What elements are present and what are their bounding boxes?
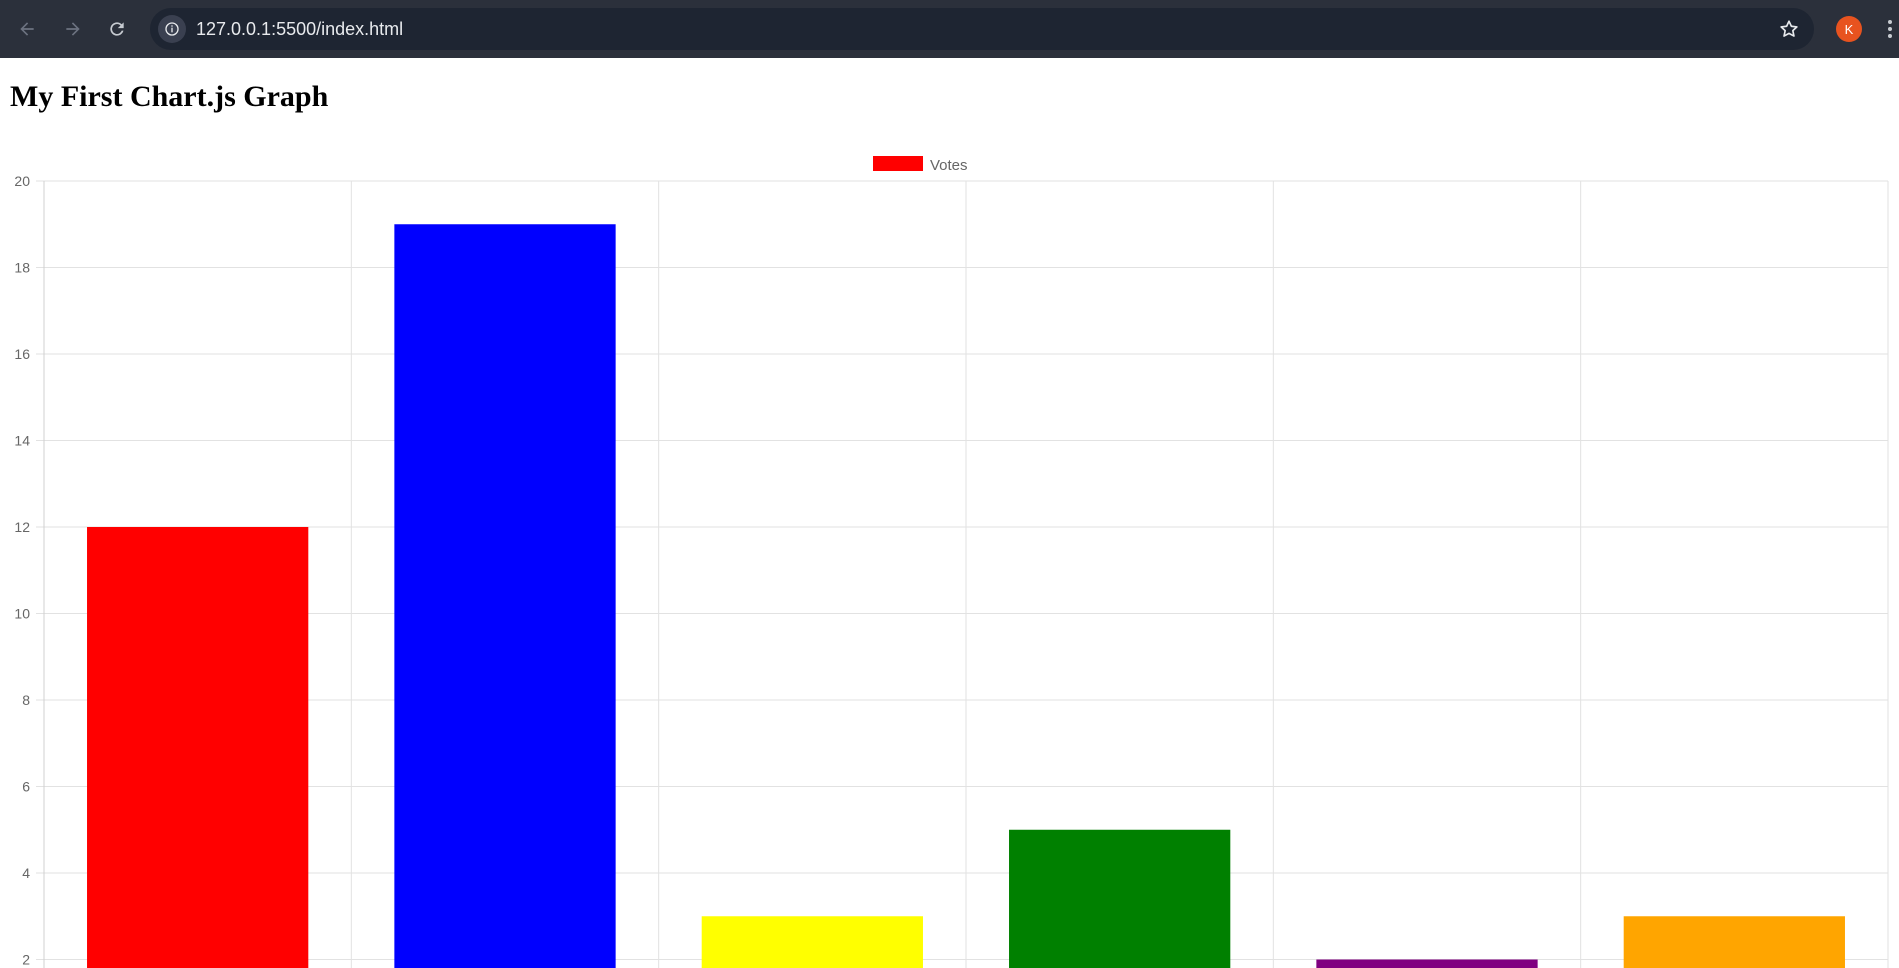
info-icon [165,22,179,36]
y-tick-label: 6 [22,779,30,795]
chart-legend[interactable]: Votes [873,156,968,174]
profile-avatar[interactable]: K [1836,16,1862,42]
star-icon [1780,20,1798,37]
y-axis-ticks: 2 4 6 8 10 12 14 16 18 20 [14,173,30,968]
profile-initial: K [1844,21,1854,37]
back-button[interactable] [10,12,44,46]
forward-button[interactable] [56,12,90,46]
legend-swatch [873,156,923,171]
chart-grid [36,180,1889,968]
more-vert-icon[interactable] [1884,14,1896,44]
reload-button[interactable] [100,12,134,46]
y-tick-label: 20 [14,173,30,189]
address-bar[interactable]: 127.0.0.1:5500/index.html [150,8,1814,50]
arrow-left-icon [20,22,34,36]
bar [87,527,309,968]
chart-bars [87,224,1845,968]
reload-icon [110,22,124,36]
url-text[interactable]: 127.0.0.1:5500/index.html [196,19,404,39]
y-tick-label: 14 [14,433,30,449]
y-tick-label: 12 [14,519,30,535]
legend-label: Votes [930,157,968,174]
y-tick-label: 2 [22,952,30,968]
page-title: My First Chart.js Graph [10,80,329,113]
y-tick-label: 16 [14,346,30,362]
y-tick-label: 18 [14,260,30,276]
y-tick-label: 4 [22,865,30,881]
bar [394,224,616,968]
site-info-button[interactable] [158,15,186,43]
arrow-right-icon [66,22,80,36]
bar [1316,959,1538,968]
bar [1009,829,1231,968]
bar-chart: 2 4 6 8 10 12 14 16 18 20 Votes [14,156,1889,968]
y-tick-label: 8 [22,692,30,708]
bar [701,916,923,968]
bookmark-button[interactable] [1776,16,1802,42]
y-tick-label: 10 [14,606,30,622]
browser-toolbar: 127.0.0.1:5500/index.html K [0,0,1899,58]
bar [1623,916,1845,968]
